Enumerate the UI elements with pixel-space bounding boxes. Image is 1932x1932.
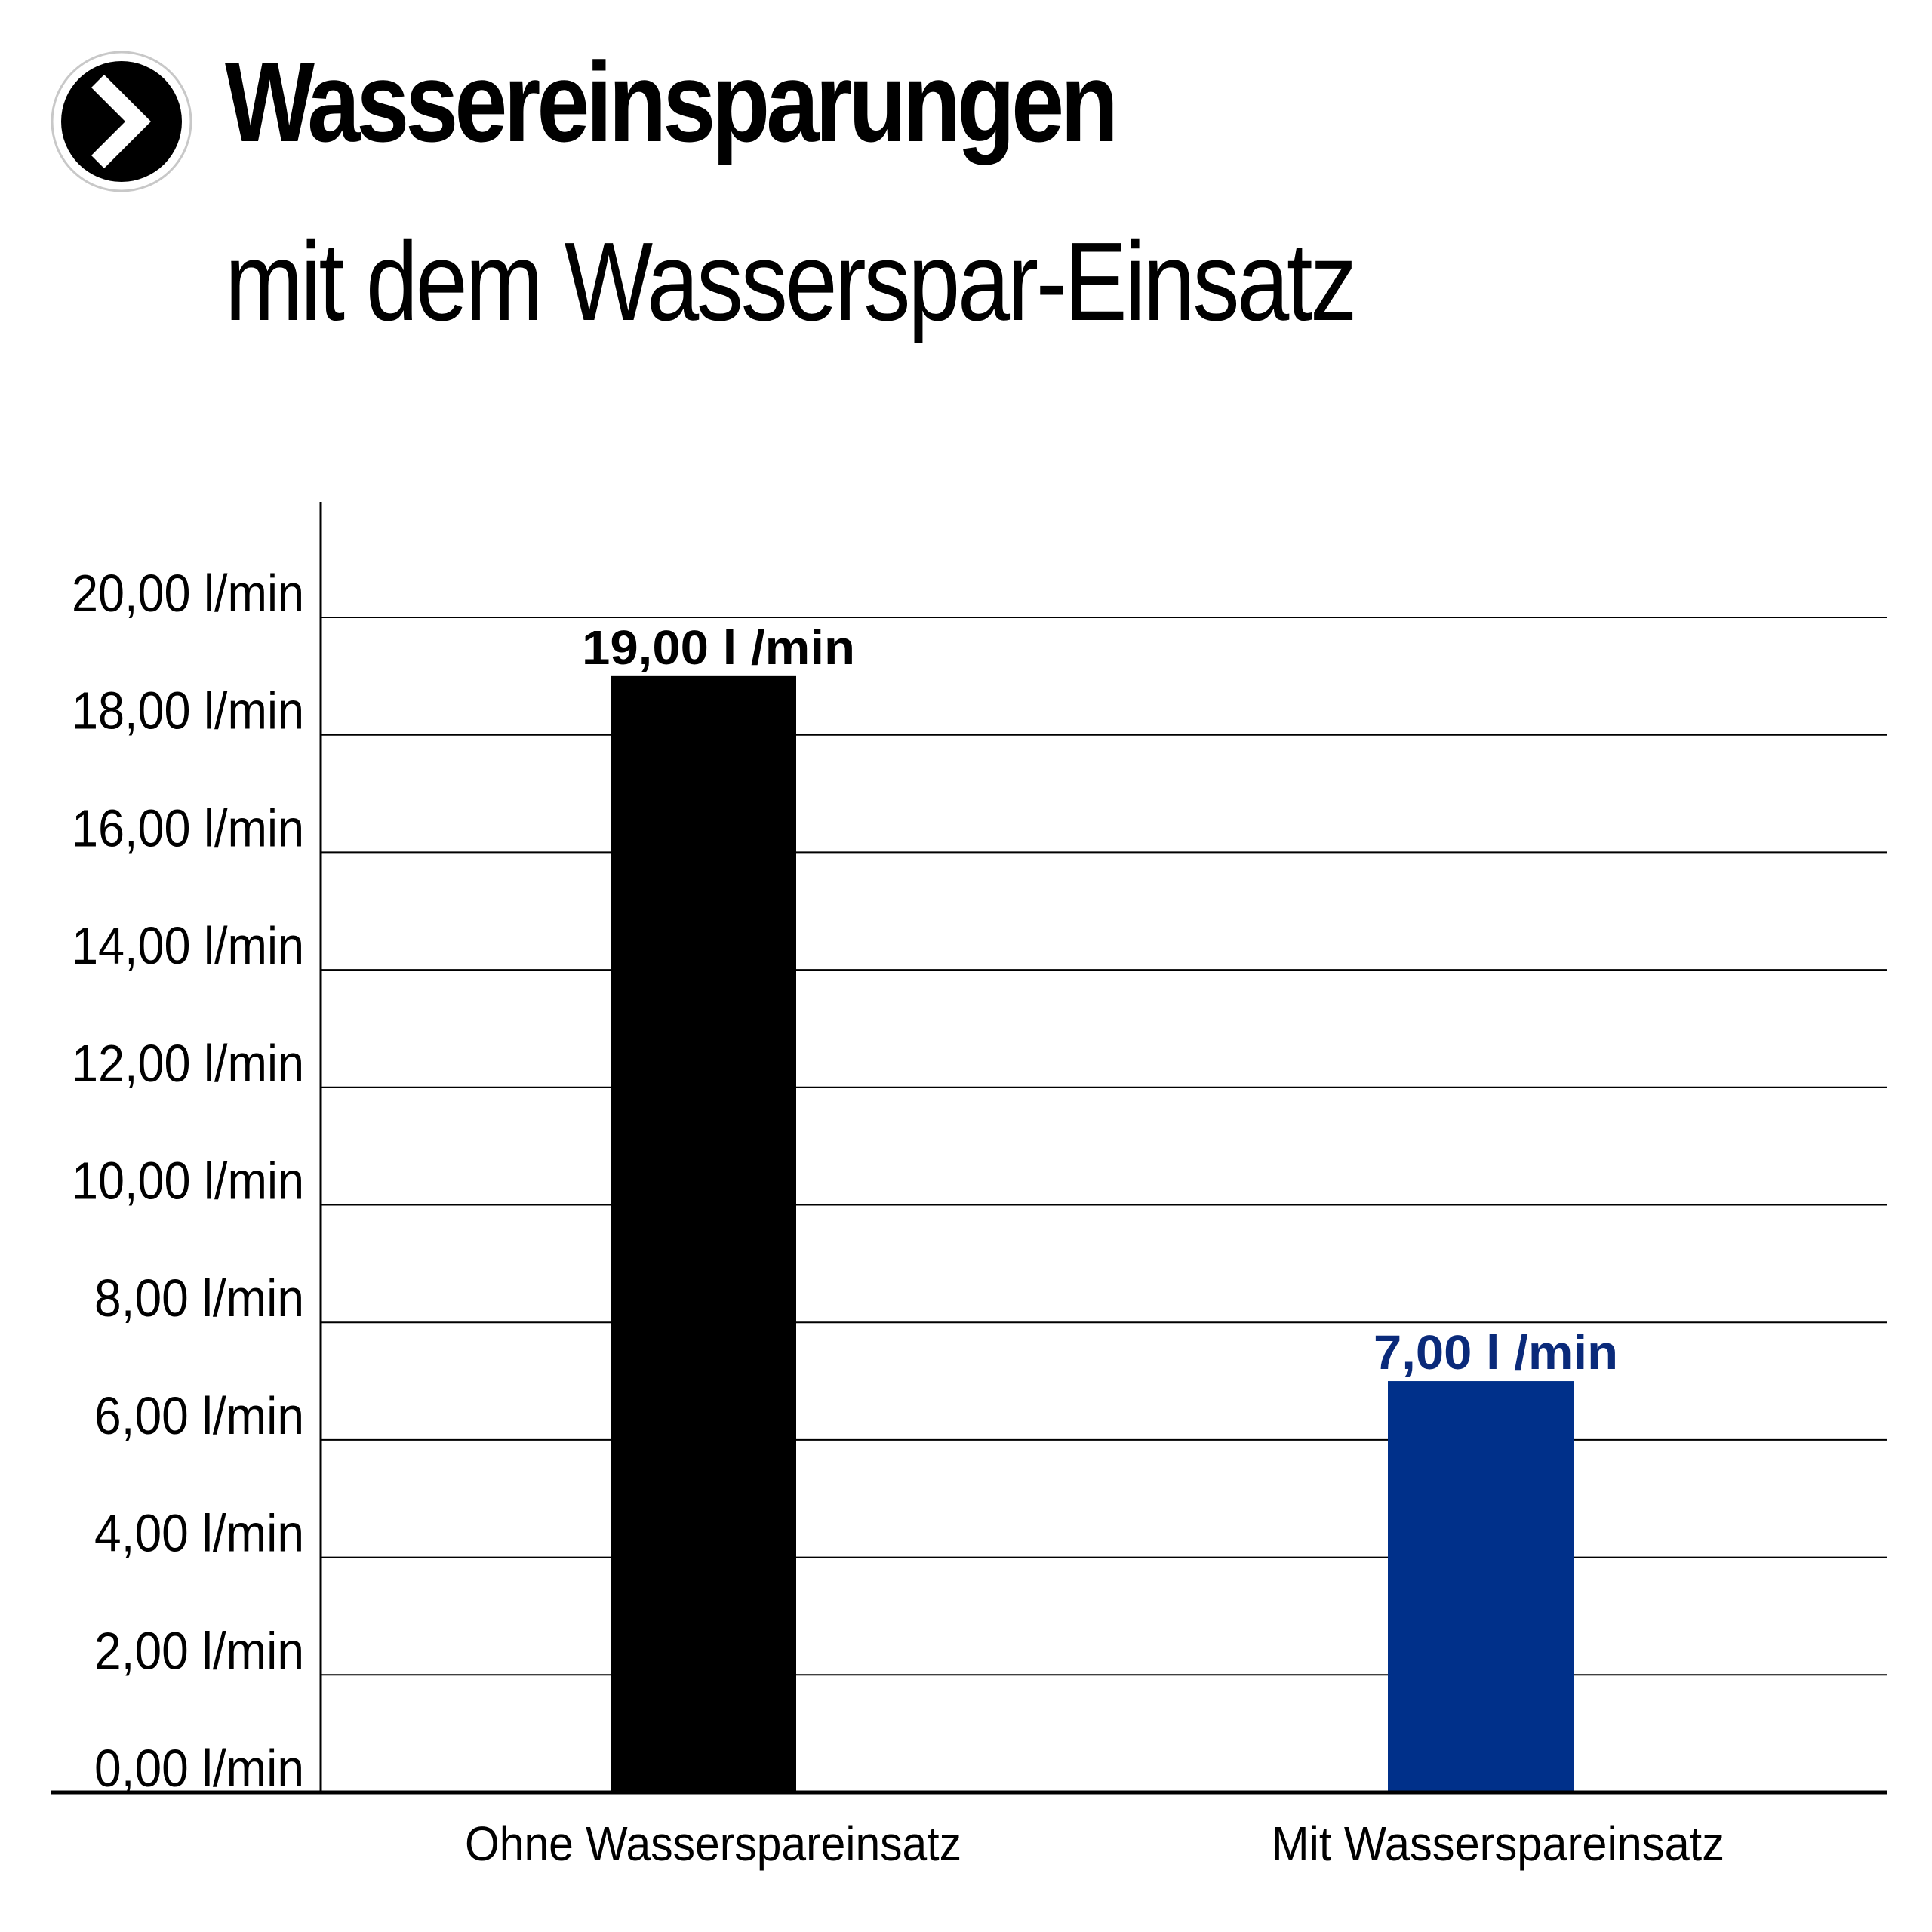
- page-subtitle: mit dem Wasserspar-Einsatz: [225, 220, 1357, 344]
- bar-value-label: 7,00 l /min: [1374, 1325, 1618, 1380]
- bar: [1388, 1381, 1574, 1792]
- y-tick-label: 18,00 l/min: [72, 681, 304, 740]
- bar: [611, 675, 796, 1792]
- chevron-right-circle-icon: [51, 51, 192, 192]
- category-labels: Ohne Wasserspareinsatz Mit Wasserspareins…: [465, 1817, 1724, 1871]
- y-axis-tick-labels: 0,00 l/min 2,00 l/min 4,00 l/min 6,00 l/min…: [72, 564, 304, 1798]
- bar-value-label: 19,00 l /min: [582, 620, 855, 675]
- y-tick-label: 2,00 l/min: [94, 1621, 304, 1680]
- category-label: Ohne Wasserspareinsatz: [465, 1817, 961, 1871]
- gridlines: [321, 617, 1887, 1676]
- y-tick-label: 20,00 l/min: [72, 564, 304, 623]
- y-tick-label: 14,00 l/min: [72, 916, 304, 975]
- y-tick-label: 12,00 l/min: [72, 1034, 304, 1093]
- y-tick-label: 6,00 l/min: [94, 1386, 304, 1445]
- y-tick-label: 16,00 l/min: [72, 798, 304, 857]
- y-tick-label: 10,00 l/min: [72, 1152, 304, 1211]
- value-labels: 19,00 l /min 7,00 l /min: [582, 620, 1618, 1380]
- y-tick-label: 0,00 l/min: [94, 1739, 304, 1798]
- bars: [611, 675, 1574, 1792]
- y-tick-label: 4,00 l/min: [94, 1504, 304, 1563]
- category-label: Mit Wasserspareinsatz: [1272, 1817, 1724, 1871]
- page-title: Wassereinsparungen: [225, 38, 1118, 165]
- y-tick-label: 8,00 l/min: [94, 1269, 304, 1327]
